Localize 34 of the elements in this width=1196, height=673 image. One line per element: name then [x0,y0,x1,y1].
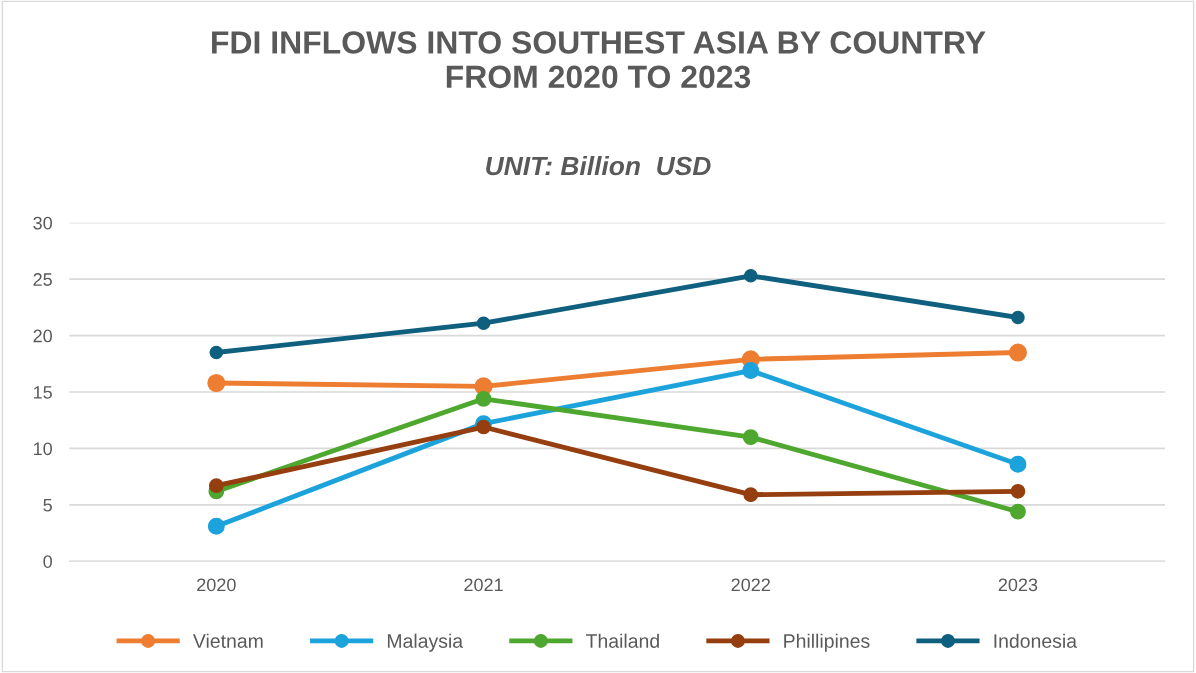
legend-label: Vietnam [192,633,263,648]
legend-label: Malaysia [387,633,464,652]
x-tick-label: 2021 [464,578,503,592]
point [476,419,491,435]
point [1011,310,1025,325]
point [208,478,224,494]
y-tick-label: 5 [43,498,52,512]
point [1009,455,1027,473]
legend-label: Thailand [586,633,659,648]
chart-title: FDI INFLOWS INTO SOUTHEST ASIA BY COUNTRY FROM 2020 TO 2023 [212,31,986,89]
point [1008,343,1027,362]
point [476,316,491,330]
point [1010,503,1026,520]
y-tick-label: 20 [33,329,52,343]
point [1010,483,1026,499]
x-tick-label: 2020 [197,578,236,592]
x-tick-label: 2022 [731,578,770,592]
y-tick-label: 0 [43,555,52,568]
point [207,517,225,535]
y-tick-label: 15 [34,386,52,399]
point [742,429,759,446]
point [743,487,759,503]
y-tick-label: 10 [34,442,52,456]
point [207,373,226,393]
point [209,345,224,360]
point [742,362,760,380]
y-tick-label: 25 [33,273,52,286]
x-tick-label: 2023 [998,578,1038,592]
legend-label: Phillipines [784,633,870,652]
point [743,268,758,283]
point [475,390,492,407]
chart-subtitle: UNIT: Billion USD [486,155,711,176]
y-tick-label: 30 [33,216,52,230]
legend-label: Indonesia [994,633,1078,648]
